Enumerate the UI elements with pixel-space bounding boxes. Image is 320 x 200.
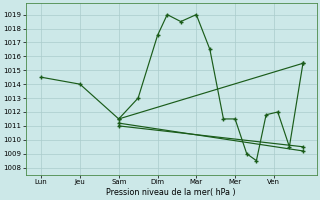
X-axis label: Pression niveau de la mer( hPa ): Pression niveau de la mer( hPa ) <box>106 188 236 197</box>
